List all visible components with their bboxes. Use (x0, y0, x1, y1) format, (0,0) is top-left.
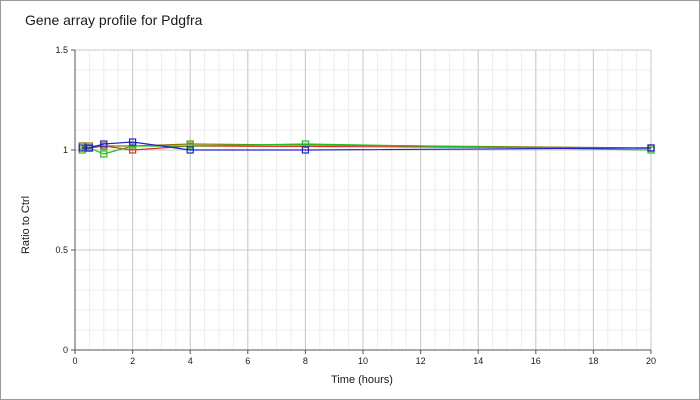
data-point-marker (100, 140, 108, 148)
y-tick-label: 0.5 (55, 245, 68, 255)
x-tick-label: 8 (303, 356, 308, 366)
chart-title: Gene array profile for Pdgfra (25, 12, 203, 28)
y-tick-label: 1.5 (55, 45, 68, 55)
x-tick-label: 20 (646, 356, 656, 366)
data-point-marker (100, 150, 108, 158)
x-tick-label: 18 (588, 356, 598, 366)
x-tick-label: 2 (130, 356, 135, 366)
data-point-marker (129, 142, 137, 150)
data-point-marker (129, 146, 137, 154)
y-tick-label: 0 (63, 345, 68, 355)
x-tick-label: 6 (245, 356, 250, 366)
series-line (82, 141, 652, 151)
data-point-marker (129, 138, 137, 146)
data-point-marker (301, 146, 309, 154)
data-point-marker (78, 144, 86, 152)
x-tick-label: 16 (531, 356, 541, 366)
x-tick-label: 4 (188, 356, 193, 366)
x-tick-label: 12 (416, 356, 426, 366)
data-point-marker (186, 142, 194, 150)
data-point-marker (85, 144, 94, 152)
x-axis-label: Time (hours) (331, 374, 393, 386)
x-tick-label: 10 (358, 356, 368, 366)
data-point-marker (647, 144, 655, 152)
x-tick-label: 14 (473, 356, 483, 366)
x-tick-label: 0 (72, 356, 77, 366)
data-point-marker (186, 146, 194, 154)
y-tick-label: 1 (63, 145, 68, 155)
